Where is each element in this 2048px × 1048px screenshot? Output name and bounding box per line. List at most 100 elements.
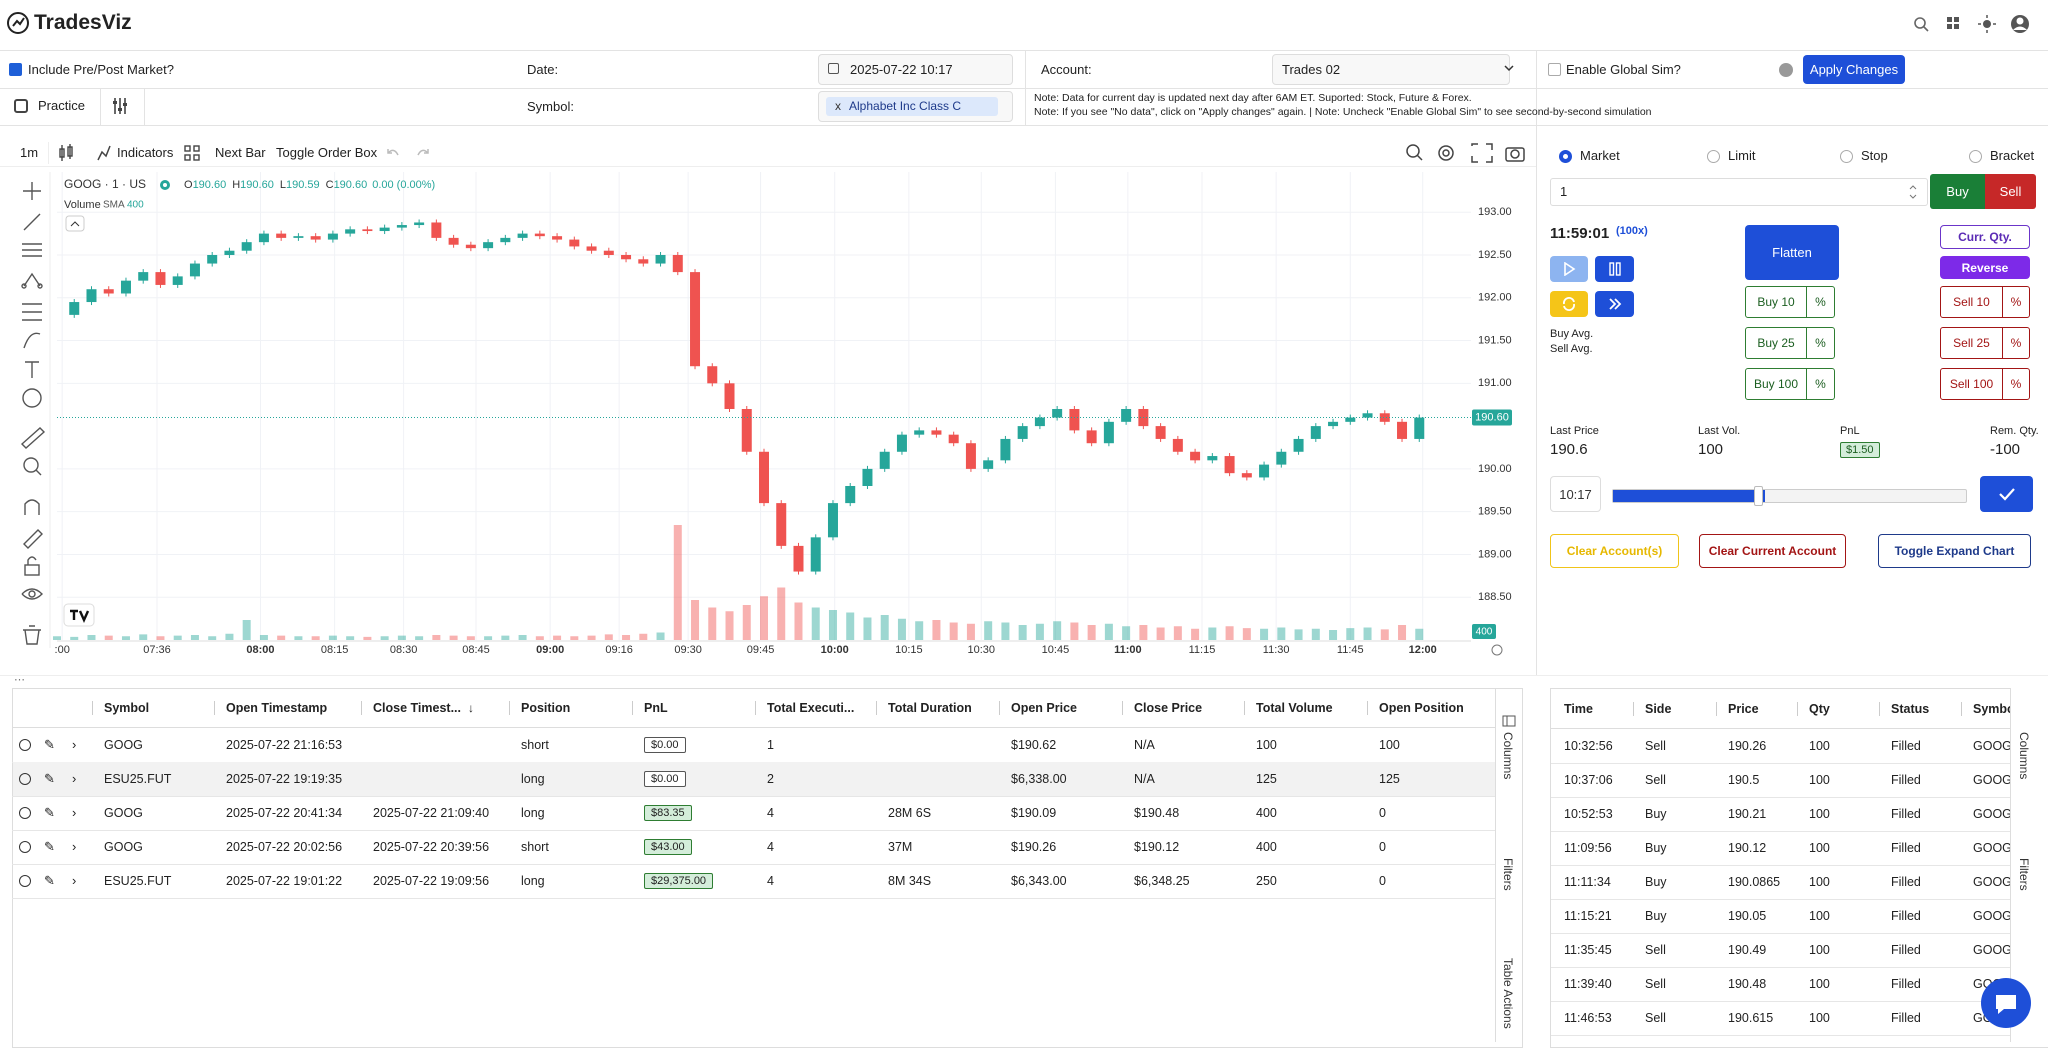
curr-qty-button[interactable]: Curr. Qty. <box>1940 225 2030 249</box>
play-button[interactable] <box>1550 256 1588 282</box>
column-header[interactable]: Open Position <box>1379 701 1464 715</box>
filters-tab[interactable]: Filters <box>1501 858 1515 891</box>
sell-percent-button[interactable]: % <box>2002 327 2030 359</box>
account-select[interactable] <box>1272 54 1510 85</box>
buy-qty-button[interactable]: Buy 25 <box>1745 327 1807 359</box>
volume-bar <box>156 636 165 640</box>
locate-icon[interactable] <box>19 739 31 751</box>
candle-icon[interactable] <box>58 144 74 162</box>
sell-button[interactable]: Sell <box>1985 174 2036 209</box>
clear-accounts-button[interactable]: Clear Account(s) <box>1550 534 1679 568</box>
expand-icon[interactable]: › <box>72 805 77 820</box>
clear-current-button[interactable]: Clear Current Account <box>1699 534 1846 568</box>
expand-icon[interactable]: › <box>72 839 77 854</box>
radio[interactable] <box>1969 150 1982 163</box>
logo[interactable]: TradesViz <box>34 11 132 34</box>
chip-remove[interactable]: x <box>835 99 841 113</box>
buy-percent-button[interactable]: % <box>1806 286 1835 318</box>
buy-percent-button[interactable]: % <box>1806 368 1835 400</box>
apply-button[interactable]: Apply Changes <box>1803 55 1905 84</box>
indicators-button[interactable]: Indicators <box>117 145 174 160</box>
sort-arrow[interactable]: ↓ <box>468 701 474 715</box>
candle-body <box>776 503 787 546</box>
reset-button[interactable] <box>1550 291 1588 317</box>
column-header[interactable]: Side <box>1645 702 1672 716</box>
buy-qty-button[interactable]: Buy 10 <box>1745 286 1807 318</box>
edit-icon[interactable]: ✎ <box>44 771 55 786</box>
radio[interactable] <box>1707 150 1720 163</box>
collapse-button[interactable] <box>65 215 85 232</box>
column-header[interactable]: Time <box>1564 702 1593 716</box>
pause-button[interactable] <box>1595 256 1634 282</box>
next-bar-button[interactable]: Next Bar <box>215 145 266 160</box>
divider <box>12 727 1495 728</box>
x-tick-label: 11:45 <box>1337 644 1364 656</box>
checkbox-checked[interactable] <box>9 63 22 76</box>
sell-qty-button[interactable]: Sell 10 <box>1940 286 2003 318</box>
columns-tab[interactable]: Columns <box>1501 732 1515 780</box>
time-input[interactable]: 10:17 <box>1550 476 1601 512</box>
locate-icon[interactable] <box>19 807 31 819</box>
chart-tools[interactable] <box>1404 142 1530 164</box>
sell-percent-button[interactable]: % <box>2002 286 2030 318</box>
checkbox[interactable] <box>1548 63 1561 76</box>
settings-icon[interactable] <box>111 97 129 115</box>
filters-tab[interactable]: Filters <box>2017 858 2031 891</box>
locate-icon[interactable] <box>19 875 31 887</box>
volume-bar <box>121 636 130 640</box>
help-icon[interactable] <box>1779 63 1793 77</box>
edit-icon[interactable]: ✎ <box>44 805 55 820</box>
spinner[interactable] <box>1908 183 1918 201</box>
toggle-expand-button[interactable]: Toggle Expand Chart <box>1878 534 2031 568</box>
layout-icon[interactable] <box>184 145 200 161</box>
buy-button[interactable]: Buy <box>1930 174 1985 209</box>
chat-button[interactable] <box>1981 978 2031 1028</box>
confirm-button[interactable] <box>1980 476 2033 512</box>
radio[interactable] <box>1840 150 1853 163</box>
edit-icon[interactable]: ✎ <box>44 737 55 752</box>
column-header[interactable]: Total Volume <box>1256 701 1333 715</box>
column-header[interactable]: Open Timestamp <box>226 701 328 715</box>
locate-icon[interactable] <box>19 841 31 853</box>
column-header[interactable]: Status <box>1891 702 1930 716</box>
radio-selected[interactable] <box>1559 150 1572 163</box>
resize-handle[interactable]: ⋯ <box>14 674 25 686</box>
table-actions-tab[interactable]: Table Actions <box>1501 958 1515 1029</box>
forward-button[interactable] <box>1595 291 1634 317</box>
locate-icon[interactable] <box>19 773 31 785</box>
interval[interactable]: 1m <box>20 145 39 160</box>
edit-icon[interactable]: ✎ <box>44 873 55 888</box>
column-header[interactable]: Symbol <box>1973 702 2011 716</box>
y-tick-label: 190.00 <box>1478 463 1512 475</box>
column-header[interactable]: Close Price <box>1134 701 1203 715</box>
expand-icon[interactable]: › <box>72 873 77 888</box>
flatten-button[interactable]: Flatten <box>1745 225 1839 280</box>
practice-label[interactable]: Practice <box>38 98 85 113</box>
reverse-button[interactable]: Reverse <box>1940 256 2030 279</box>
column-header[interactable]: Open Price <box>1011 701 1077 715</box>
slider-handle[interactable] <box>1754 486 1763 506</box>
expand-icon[interactable]: › <box>72 771 77 786</box>
toggle-order-box-button[interactable]: Toggle Order Box <box>276 145 378 160</box>
axis-settings[interactable] <box>1491 644 1503 656</box>
column-header[interactable]: Position <box>521 701 571 715</box>
columns-tab[interactable]: Columns <box>2017 732 2031 780</box>
column-header[interactable]: Close Timest... <box>373 701 461 715</box>
buy-qty-button[interactable]: Buy 100 <box>1745 368 1807 400</box>
column-header[interactable]: Qty <box>1809 702 1830 716</box>
buy-percent-button[interactable]: % <box>1806 327 1835 359</box>
column-header[interactable]: Total Duration <box>888 701 972 715</box>
column-header[interactable]: Total Executi... <box>767 701 855 715</box>
date-input[interactable] <box>818 54 1013 85</box>
quantity-input[interactable] <box>1550 178 1928 206</box>
cell: 125 <box>1256 772 1277 786</box>
column-header[interactable]: Price <box>1728 702 1759 716</box>
expand-icon[interactable]: › <box>72 737 77 752</box>
candle-body <box>1155 426 1166 439</box>
column-header[interactable]: PnL <box>644 701 668 715</box>
column-header[interactable]: Symbol <box>104 701 150 715</box>
edit-icon[interactable]: ✎ <box>44 839 55 854</box>
sell-percent-button[interactable]: % <box>2002 368 2030 400</box>
sell-qty-button[interactable]: Sell 25 <box>1940 327 2003 359</box>
sell-qty-button[interactable]: Sell 100 <box>1940 368 2003 400</box>
